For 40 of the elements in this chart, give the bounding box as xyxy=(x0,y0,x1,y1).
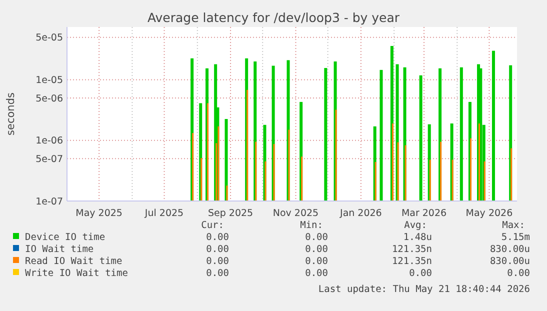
text: 5.15m xyxy=(501,232,530,243)
x-tick-label: May 2025 xyxy=(76,208,122,219)
y-tick-label: 1e-05 xyxy=(36,75,63,86)
text: 0.00 xyxy=(206,244,230,255)
text: 0.00 xyxy=(507,268,530,279)
text: Last update: Thu May 21 18:40:44 2026 xyxy=(318,284,530,295)
text: 121.35n xyxy=(392,256,432,267)
x-tick-label: Sep 2025 xyxy=(208,208,254,219)
y-axis-title: seconds xyxy=(5,92,17,136)
text: 0.00 xyxy=(206,268,230,279)
text: Cur: xyxy=(201,220,224,231)
x-tick-label: Nov 2025 xyxy=(272,208,319,219)
x-tick-label: May 2026 xyxy=(466,208,513,219)
text: Max: xyxy=(502,220,525,231)
legend-label: IO Wait time xyxy=(25,244,94,255)
text: 0.00 xyxy=(305,244,328,255)
text: 0.00 xyxy=(305,232,328,243)
text: 0.00 xyxy=(206,256,230,267)
legend-label: Read IO Wait time xyxy=(25,256,123,267)
text: 1.48u xyxy=(403,232,432,243)
text: 0.00 xyxy=(305,268,328,279)
text: 0.00 xyxy=(305,256,328,267)
x-tick-label: Jul 2025 xyxy=(144,208,184,219)
legend-label: Write IO Wait time xyxy=(25,268,128,279)
legend-label: Device IO time xyxy=(25,232,106,243)
text: 830.00u xyxy=(490,244,530,255)
y-tick-label: 5e-07 xyxy=(36,154,63,165)
y-tick-label: 5e-05 xyxy=(36,32,63,44)
text: Min: xyxy=(300,220,323,231)
text: Avg: xyxy=(404,220,427,231)
text: 0.00 xyxy=(206,232,230,243)
text: 121.35n xyxy=(392,244,432,255)
y-tick-label: 1e-06 xyxy=(36,136,63,147)
text: 0.00 xyxy=(409,268,432,279)
x-tick-label: Jan 2026 xyxy=(339,208,382,219)
x-tick-label: Mar 2026 xyxy=(401,208,447,219)
text: 830.00u xyxy=(490,256,530,267)
y-tick-label: 5e-06 xyxy=(36,93,63,104)
chart-title: Average latency for /dev/loop3 - by year xyxy=(147,10,400,25)
y-tick-label: 1e-07 xyxy=(36,196,63,208)
